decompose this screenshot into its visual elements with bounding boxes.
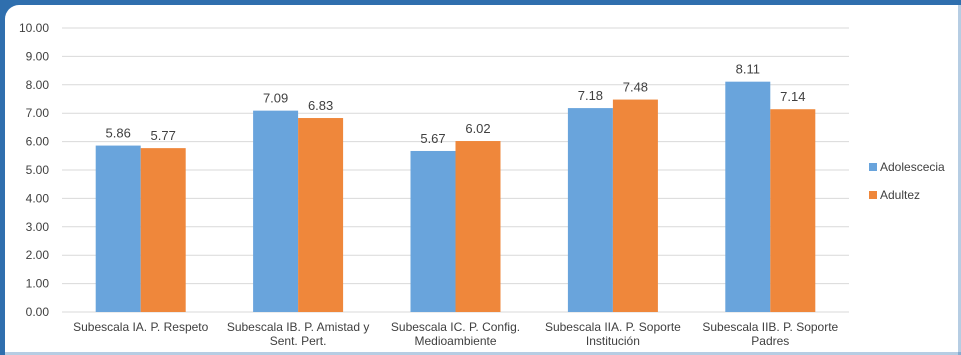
bar-adultez [140, 148, 186, 312]
bar-adultez [770, 109, 816, 312]
x-axis-ticks: Subescala IA. P. Respeto Subescala IB. P.… [73, 320, 838, 348]
data-label: 5.67 [420, 131, 445, 146]
bar-adultez [612, 99, 658, 313]
legend-swatch [869, 191, 877, 199]
y-tick-label: 3.00 [26, 220, 50, 234]
data-labels: 5.86 5.77 7.09 6.83 5.67 6.02 7.18 7.48 8.11 7.14 [106, 62, 806, 146]
bar-adultez [298, 118, 344, 312]
y-axis-ticks: 0.00 1.00 2.00 3.00 4.00 5.00 6.00 7.00 8.00 9.00… [19, 21, 49, 319]
x-tick-label: Subescala IB. P. Amistad y [227, 320, 370, 334]
data-label: 5.86 [106, 126, 131, 141]
y-tick-label: 2.00 [26, 248, 50, 262]
data-label: 6.02 [465, 121, 490, 136]
data-label: 5.77 [151, 128, 176, 143]
data-label: 7.09 [263, 91, 288, 106]
legend: Adolescecia Adultez [869, 160, 945, 202]
y-tick-label: 8.00 [26, 78, 50, 92]
x-tick-label: Medioambiente [414, 334, 496, 348]
x-tick-label: Sent. Pert. [270, 334, 327, 348]
frame-border-bottom [0, 352, 961, 355]
x-tick-label: Subescala IIA. P. Soporte [545, 320, 681, 334]
y-tick-label: 10.00 [19, 21, 49, 35]
x-tick-label: Subescala IIB. P. Soporte [702, 320, 838, 334]
bar-adolescencia [725, 81, 771, 313]
x-tick-label: Institución [586, 334, 640, 348]
frame-border-left [0, 0, 5, 355]
data-label: 8.11 [736, 62, 760, 77]
y-tick-label: 0.00 [26, 305, 50, 319]
y-tick-label: 1.00 [26, 277, 50, 291]
y-tick-label: 6.00 [26, 135, 50, 149]
frame-border-right [958, 0, 961, 355]
data-label: 7.18 [578, 88, 603, 103]
frame-corner-inner [5, 5, 22, 22]
legend-label: Adolescecia [880, 160, 945, 174]
x-tick-label: Padres [751, 334, 789, 348]
bars [95, 81, 816, 313]
data-label: 7.14 [780, 89, 805, 104]
bar-adolescencia [567, 108, 613, 312]
legend-swatch [869, 163, 877, 171]
frame-border-top [0, 0, 961, 5]
bar-adolescencia [410, 150, 456, 312]
bar-adolescencia [95, 145, 141, 312]
y-tick-label: 4.00 [26, 191, 50, 205]
bar-adultez [455, 141, 501, 312]
y-tick-label: 7.00 [26, 106, 50, 120]
y-tick-label: 9.00 [26, 49, 50, 63]
legend-label: Adultez [880, 188, 920, 202]
data-label: 6.83 [308, 98, 333, 113]
y-tick-label: 5.00 [26, 163, 50, 177]
x-tick-label: Subescala IC. P. Config. [391, 320, 520, 334]
bar-adolescencia [253, 110, 299, 312]
data-label: 7.48 [623, 80, 648, 95]
x-tick-label: Subescala IA. P. Respeto [73, 320, 209, 334]
